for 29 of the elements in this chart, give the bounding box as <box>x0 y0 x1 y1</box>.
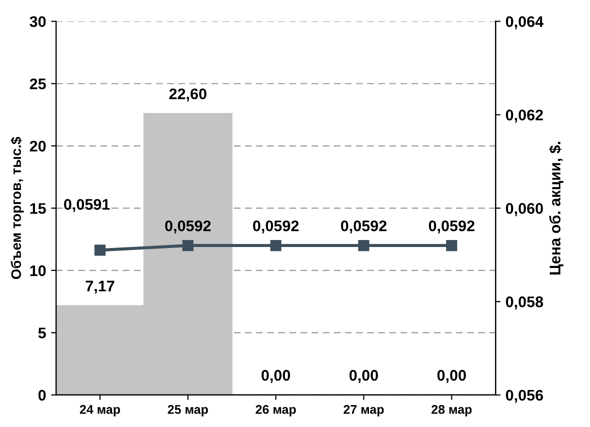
y-tick-label: 5 <box>38 328 46 338</box>
data-label: 22,60 <box>169 88 206 102</box>
data-label: 0,0592 <box>165 220 211 234</box>
data-label: 7,17 <box>86 280 114 294</box>
y2-tick-label: 0,058 <box>506 296 544 310</box>
data-label: 0,0591 <box>64 198 110 212</box>
y2-tick-label: 0,064 <box>506 16 544 30</box>
data-label: 0,0592 <box>428 220 474 234</box>
y-tick-label: 15 <box>30 203 46 214</box>
y-tick-label: 0 <box>38 390 46 401</box>
y-tick-label: 10 <box>30 265 46 276</box>
data-label: 0,00 <box>349 370 378 383</box>
x-tick-label: 26 мар <box>256 405 296 416</box>
y2-axis-title: Цена об. акции, $. <box>548 142 564 274</box>
data-label: 0,00 <box>262 370 290 383</box>
y-axis-title: Объем торгов, тыс.$ <box>10 136 24 280</box>
y-tick-label: 30 <box>30 16 46 28</box>
x-tick-label: 28 мар <box>432 405 472 416</box>
data-label: 0,0592 <box>253 220 299 234</box>
x-tick-label: 25 мар <box>168 405 208 416</box>
y-tick-label: 25 <box>30 78 46 90</box>
x-tick-label: 24 мар <box>80 405 120 416</box>
x-tick-label: 27 мар <box>344 405 384 416</box>
y2-tick-label: 0,062 <box>506 110 543 123</box>
data-label: 0,00 <box>437 370 466 383</box>
data-label: 0,0592 <box>340 220 386 234</box>
y2-tick-label: 0,056 <box>506 390 543 403</box>
y-tick-label: 20 <box>30 140 46 152</box>
y2-tick-label: 0,060 <box>506 203 543 216</box>
